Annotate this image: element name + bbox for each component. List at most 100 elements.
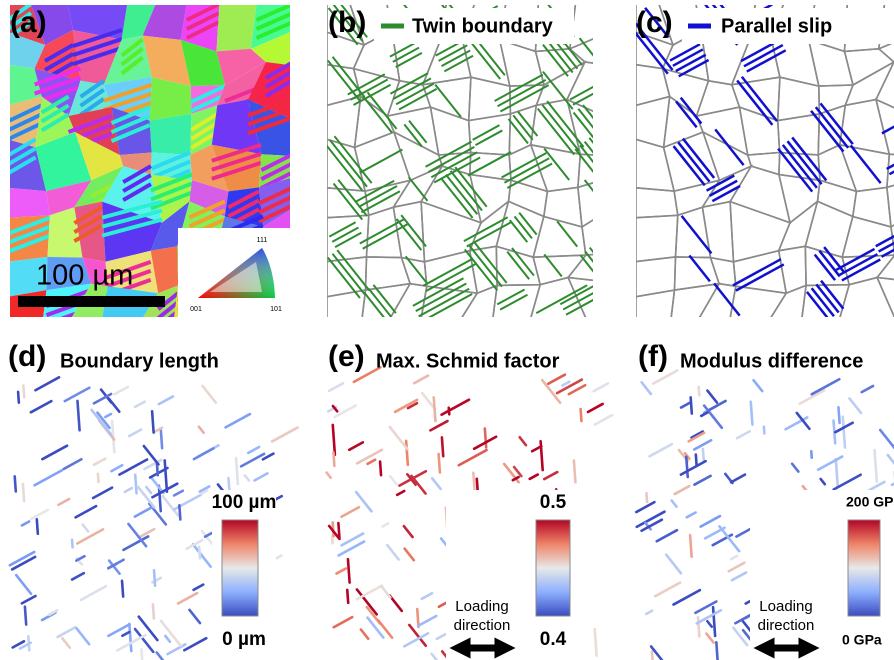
boundary-segment <box>152 568 157 588</box>
grain <box>216 48 266 85</box>
special-boundary <box>805 291 829 317</box>
special-boundary <box>392 46 420 63</box>
special-boundary <box>336 249 371 292</box>
boundary-segment <box>388 425 409 451</box>
special-boundary <box>403 123 423 148</box>
special-boundary <box>543 147 570 181</box>
special-boundary <box>395 82 435 106</box>
grain-boundary <box>877 41 894 63</box>
special-boundary <box>838 253 879 277</box>
special-boundary <box>815 283 840 314</box>
grain <box>150 201 190 251</box>
special-boundary <box>849 144 882 184</box>
grain <box>149 77 192 121</box>
special-boundary <box>425 140 472 168</box>
boundary-segment <box>197 425 205 435</box>
grain <box>35 132 92 192</box>
special-boundary <box>841 258 881 282</box>
special-boundary <box>565 298 593 316</box>
twin-band <box>211 160 262 181</box>
grain-boundary <box>776 112 821 156</box>
boundary-segment <box>22 384 26 399</box>
boundary-segment <box>107 558 125 570</box>
ipf-map <box>10 5 290 317</box>
grain-boundary <box>729 285 788 317</box>
twin-band <box>79 88 105 108</box>
colorbar-max: 100 µm <box>212 492 277 513</box>
grain-boundary <box>729 200 792 263</box>
boundary-segment <box>197 545 202 560</box>
boundary-segment <box>178 503 182 521</box>
boundary-segment <box>11 640 26 649</box>
special-boundary <box>430 151 478 179</box>
boundary-segment <box>104 412 113 419</box>
boundary-segment <box>790 462 800 473</box>
boundary-segment <box>8 550 36 567</box>
boundary-segment <box>784 416 809 431</box>
boundary-segment <box>14 573 33 596</box>
grain-boundary <box>841 215 894 259</box>
grain-boundary <box>361 282 412 317</box>
special-boundary <box>467 151 512 177</box>
special-boundary <box>711 184 741 203</box>
boundary-segment <box>185 538 204 551</box>
boundary-segment <box>735 429 752 440</box>
special-boundary <box>577 108 593 129</box>
boundary-segment <box>157 395 175 406</box>
special-boundary <box>732 258 782 287</box>
boundary-segment <box>143 458 163 471</box>
grain-boundary <box>566 276 593 317</box>
boundary-segment <box>74 504 98 519</box>
boundary-segment <box>81 523 90 533</box>
boundary-segment <box>243 474 251 482</box>
boundary-segment <box>366 616 385 639</box>
boundary-segment <box>359 628 370 641</box>
special-boundary <box>636 31 669 75</box>
boundary-segment <box>56 625 77 639</box>
boundary-segment <box>192 447 215 461</box>
grain-boundary <box>429 105 472 156</box>
special-boundary <box>559 285 593 306</box>
special-boundary <box>886 163 894 171</box>
boundary-segment <box>20 520 31 527</box>
boundary-segment <box>567 383 587 396</box>
special-boundary <box>427 293 473 317</box>
twin-band <box>120 55 144 76</box>
boundary-segment <box>325 471 332 480</box>
boundary-segment <box>834 457 840 489</box>
boundary-segment <box>410 474 427 495</box>
boundary-segment <box>749 400 754 426</box>
special-boundary <box>588 246 593 254</box>
boundary-segment <box>47 609 59 616</box>
twin-band <box>103 82 153 103</box>
special-boundary <box>881 125 894 135</box>
special-boundary <box>562 292 593 311</box>
boundary-segment <box>694 453 698 467</box>
boundary-segment <box>555 378 584 395</box>
panel-label: (c) <box>636 6 673 39</box>
special-boundary <box>363 291 385 317</box>
special-boundary <box>329 139 368 188</box>
boundary-segment <box>406 401 419 410</box>
boundary-segment <box>183 636 208 652</box>
boundary-segment <box>402 632 430 648</box>
grain <box>75 132 124 181</box>
boundary-segment <box>640 518 664 533</box>
ipf-right: 101 <box>270 306 282 313</box>
boundary-segment <box>137 615 159 642</box>
twin-band <box>67 114 113 134</box>
special-boundary <box>475 38 506 76</box>
grain <box>68 5 128 40</box>
twin-band <box>189 93 226 113</box>
grain-boundary <box>874 61 894 109</box>
slip-map <box>636 5 894 317</box>
boundary-segment <box>172 489 185 497</box>
twin-band <box>188 208 226 229</box>
twin-band <box>211 142 262 163</box>
twin-band <box>73 205 104 225</box>
boundary-segment <box>41 444 69 461</box>
special-boundary <box>331 56 366 98</box>
special-boundary <box>594 244 622 279</box>
grain-boundary <box>838 143 891 193</box>
boundary-segment <box>542 470 559 481</box>
